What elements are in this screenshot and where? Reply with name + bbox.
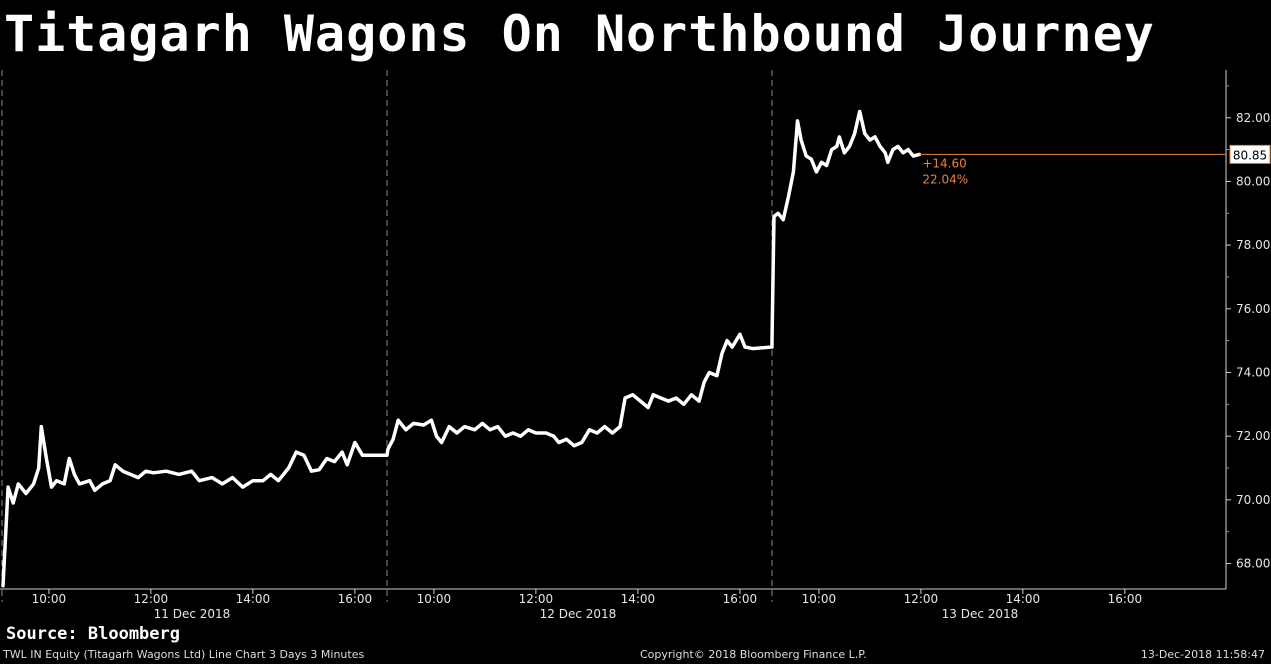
x-tick-label: 12:00 — [134, 592, 169, 606]
last-value-annotations: 80.85 +14.60 22.04% — [919, 144, 1271, 186]
last-value-badge — [1229, 144, 1271, 164]
y-tick-label: 72.00 — [1236, 429, 1270, 443]
y-axis-ticks: 68.00 70.00 72.00 74.00 76.00 78.00 80.00 82.00 — [1226, 85, 1270, 571]
x-axis-ticks: 10:00 12:00 14:00 16:00 10:00 12:00 14:00 16:00… — [32, 589, 1143, 621]
y-tick-label: 68.00 — [1236, 557, 1270, 571]
y-tick-label: 82.00 — [1236, 111, 1270, 125]
footer-copyright: Copyright© 2018 Bloomberg Finance L.P. — [640, 648, 867, 661]
y-tick-label: 74.00 — [1236, 365, 1270, 379]
x-day-label: 11 Dec 2018 — [154, 607, 231, 621]
source-note: Source: Bloomberg — [6, 624, 180, 644]
series-group — [1, 109, 922, 588]
x-tick-label: 14:00 — [1006, 592, 1041, 606]
footer-timestamp: 13-Dec-2018 11:58:47 — [1140, 648, 1265, 661]
x-tick-label: 14:00 — [236, 592, 271, 606]
footer-security-description: TWL IN Equity (Titagarh Wagons Ltd) Line… — [3, 648, 365, 661]
x-day-label: 12 Dec 2018 — [540, 607, 617, 621]
x-tick-label: 10:00 — [32, 592, 67, 606]
x-tick-label: 10:00 — [802, 592, 837, 606]
price-series-line — [1, 109, 922, 588]
x-tick-label: 14:00 — [621, 592, 656, 606]
change-percent-label: 22.04% — [922, 172, 968, 186]
x-tick-label: 12:00 — [904, 592, 939, 606]
change-label: +14.60 — [922, 156, 966, 170]
x-day-label: 13 Dec 2018 — [942, 607, 1019, 621]
x-tick-label: 16:00 — [1108, 592, 1143, 606]
x-tick-label: 12:00 — [519, 592, 554, 606]
x-tick-label: 16:00 — [723, 592, 758, 606]
y-tick-label: 80.00 — [1236, 174, 1270, 188]
y-tick-label: 70.00 — [1236, 493, 1270, 507]
x-tick-label: 16:00 — [338, 592, 373, 606]
chart-title: Titagarh Wagons On Northbound Journey — [4, 5, 1155, 63]
x-tick-label: 10:00 — [417, 592, 452, 606]
last-value-label: 80.85 — [1233, 148, 1267, 162]
day-dividers — [1, 70, 773, 602]
axes — [0, 70, 1227, 590]
y-tick-label: 76.00 — [1236, 302, 1270, 316]
y-tick-label: 78.00 — [1236, 238, 1270, 252]
